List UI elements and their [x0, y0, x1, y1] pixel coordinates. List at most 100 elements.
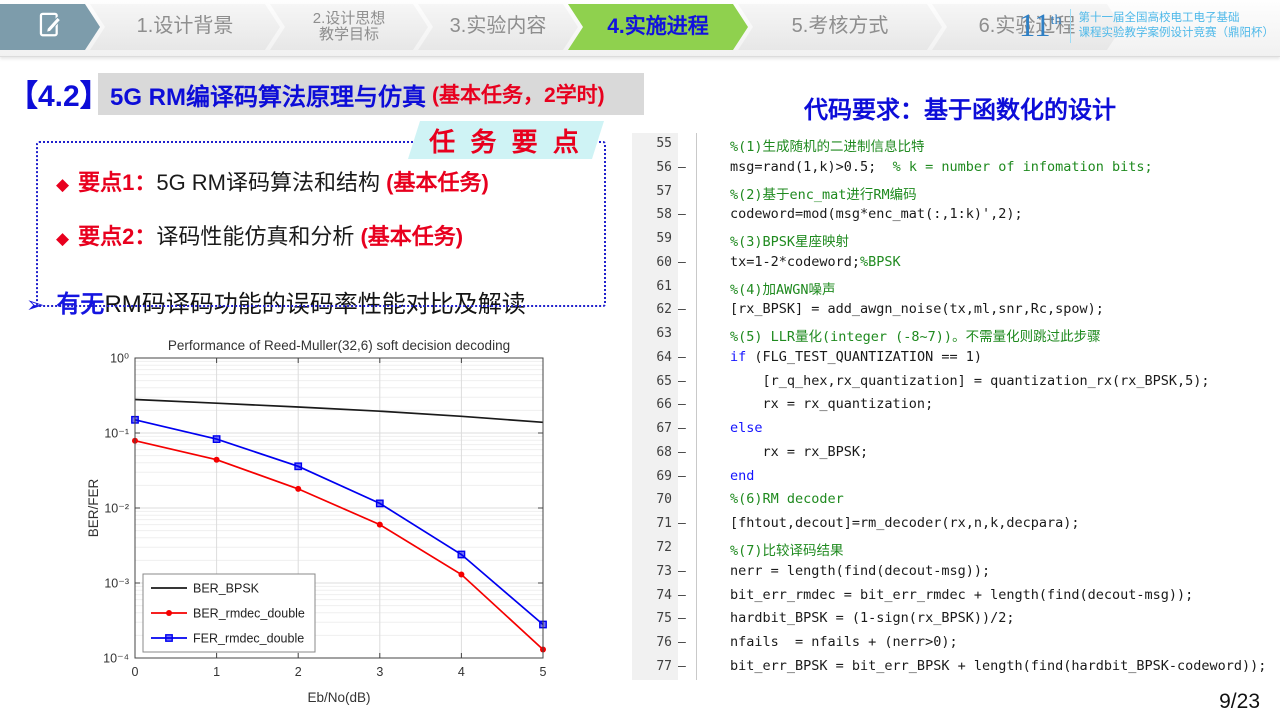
executable-line-dash: –	[678, 254, 686, 270]
code-line: 69– end	[632, 466, 1280, 490]
task-item-2: ◆ 要点2：译码性能仿真和分析 (基本任务)	[56, 219, 463, 251]
ber-fer-performance-chart: 10⁰ 10⁻¹ 10⁻² 10⁻³ 10⁻⁴ 0 1 2 3 4 5 Performance of …	[85, 336, 600, 714]
section-title-suffix: (基本任务，2学时)	[432, 84, 605, 107]
code-line: 58– codeword=mod(msg*enc_mat(:,1:k)',2);	[632, 204, 1280, 228]
code-text: bit_err_BPSK = bit_err_BPSK + length(fin…	[730, 657, 1267, 674]
executable-line-dash: –	[678, 658, 686, 674]
line-number: 67	[656, 421, 672, 437]
line-number: 70	[656, 492, 672, 508]
line-number: 74	[656, 587, 672, 603]
code-line: 77– bit_err_BPSK = bit_err_BPSK + length(…	[632, 656, 1280, 680]
svg-text:2: 2	[295, 665, 302, 679]
line-number: 71	[656, 516, 672, 532]
code-text: %(5) LLR量化(integer (-8~7))。不需量化则跳过此步骤	[730, 329, 1101, 346]
svg-text:BER_BPSK: BER_BPSK	[193, 582, 260, 596]
code-text: msg=rand(1,k)>0.5; % k = number of infom…	[730, 158, 1153, 175]
tab-implementation-process[interactable]: 4.实施进程	[568, 4, 748, 50]
line-number: 58	[656, 207, 672, 223]
executable-line-dash: –	[678, 611, 686, 627]
code-line: 75– hardbit_BPSK = (1-sign(rx_BPSK))/2;	[632, 608, 1280, 632]
line-number: 61	[656, 278, 672, 294]
svg-text:Performance of Reed-Muller(32,: Performance of Reed-Muller(32,6) soft de…	[168, 338, 510, 353]
matlab-code-panel: 55 %(1)生成随机的二进制信息比特 56– msg=rand(1,k)>0.5; …	[632, 133, 1280, 683]
code-text: bit_err_rmdec = bit_err_rmdec + length(f…	[730, 586, 1194, 603]
line-number: 69	[656, 468, 672, 484]
line-number: 62	[656, 302, 672, 318]
code-line: 76– nfails = nfails + (nerr>0);	[632, 632, 1280, 656]
code-line: 73– nerr = length(find(decout-msg));	[632, 561, 1280, 585]
code-text: %(3)BPSK星座映射	[730, 234, 850, 251]
line-number: 57	[656, 183, 672, 199]
code-text: %(7)比较译码结果	[730, 543, 844, 560]
line-number: 65	[656, 373, 672, 389]
svg-text:10⁻³: 10⁻³	[104, 577, 129, 591]
task-2-text: 译码性能仿真和分析	[156, 224, 361, 249]
code-text: else	[730, 420, 763, 437]
highlight-text: RM码译码功能的误码率性能对比及解读	[104, 291, 526, 318]
line-number: 68	[656, 444, 672, 460]
gutter-divider	[696, 133, 697, 680]
code-line: 68– rx = rx_BPSK;	[632, 442, 1280, 466]
code-lines: 55 %(1)生成随机的二进制信息比特 56– msg=rand(1,k)>0.5; …	[632, 133, 1280, 680]
code-line: 61 %(4)加AWGN噪声	[632, 276, 1280, 300]
executable-line-dash: –	[678, 159, 686, 175]
line-number: 75	[656, 611, 672, 627]
competition-name-line2: 课程实验教学案例设计竞赛（鼎阳杯）	[1078, 27, 1275, 39]
line-number: 59	[656, 231, 672, 247]
tab-assessment-method[interactable]: 5.考核方式	[738, 4, 942, 50]
diamond-bullet-icon: ◆	[56, 175, 70, 194]
executable-line-dash: –	[678, 468, 686, 484]
tab-design-background[interactable]: 1.设计背景	[90, 4, 280, 50]
code-text: rx = rx_BPSK;	[730, 443, 869, 460]
svg-text:5: 5	[540, 665, 547, 679]
badge-divider	[1069, 9, 1071, 43]
code-requirement-header: 代码要求：基于函数化的设计	[804, 97, 1116, 124]
executable-line-dash: –	[678, 349, 686, 365]
executable-line-dash: –	[678, 397, 686, 413]
svg-text:10⁻⁴: 10⁻⁴	[103, 652, 129, 666]
home-tab[interactable]	[0, 4, 100, 50]
code-text: %(4)加AWGN噪声	[730, 281, 836, 298]
svg-text:10⁰: 10⁰	[110, 352, 129, 366]
tab-design-idea[interactable]: 2.设计思想 教学目标	[270, 4, 428, 50]
code-text: tx=1-2*codeword;%BPSK	[730, 253, 901, 270]
page-number: 9/23	[1219, 690, 1260, 713]
executable-line-dash: –	[678, 207, 686, 223]
tab-experiment-procedure[interactable]: 6.实验过程	[932, 4, 1122, 50]
competition-badge: 11th 第十一届全国高校电工电子基础 课程实验教学案例设计竞赛（鼎阳杯）	[1019, 9, 1274, 43]
code-text: hardbit_BPSK = (1-sign(rx_BPSK))/2;	[730, 610, 1015, 627]
task-2-suffix: (基本任务)	[360, 224, 464, 249]
top-nav-bar: 1.设计背景 2.设计思想 教学目标 3.实验内容 4.实施进程 5.考核方式 …	[0, 0, 1280, 57]
line-number: 76	[656, 635, 672, 651]
code-line: 60– tx=1-2*codeword;%BPSK	[632, 252, 1280, 276]
notepad-pencil-icon	[37, 11, 64, 43]
code-line: 67– else	[632, 418, 1280, 442]
code-line: 56– msg=rand(1,k)>0.5; % k = number of in…	[632, 157, 1280, 181]
code-line: 71– [fhtout,decout]=rm_decoder(rx,n,k,dec…	[632, 513, 1280, 537]
line-number: 73	[656, 563, 672, 579]
code-line: 65– [r_q_hex,rx_quantization] = quantiza…	[632, 371, 1280, 395]
task-2-label: 要点2：	[78, 224, 157, 249]
svg-text:BER/FER: BER/FER	[86, 478, 101, 537]
executable-line-dash: –	[678, 444, 686, 460]
code-line: 72 %(7)比较译码结果	[632, 537, 1280, 561]
competition-name: 第十一届全国高校电工电子基础 课程实验教学案例设计竞赛（鼎阳杯）	[1079, 11, 1275, 41]
code-text: %(6)RM decoder	[730, 491, 844, 508]
code-text: %(1)生成随机的二进制信息比特	[730, 139, 925, 155]
diamond-bullet-icon: ◆	[56, 229, 70, 248]
task-1-text: 5G RM译码算法和结构	[156, 170, 387, 195]
nav-tabs: 1.设计背景 2.设计思想 教学目标 3.实验内容 4.实施进程 5.考核方式 …	[0, 4, 1122, 50]
highlight-emphasis: 有无	[56, 291, 105, 318]
code-text: if (FLG_TEST_QUANTIZATION == 1)	[730, 348, 982, 365]
executable-line-dash: –	[678, 563, 686, 579]
svg-text:0: 0	[132, 665, 139, 679]
task-1-suffix: (基本任务)	[386, 170, 489, 195]
code-line: 66– rx = rx_quantization;	[632, 394, 1280, 418]
arrow-bullet-icon: ➢	[26, 292, 45, 317]
section-title: 5G RM编译码算法原理与仿真	[110, 83, 427, 111]
line-number: 72	[656, 540, 672, 556]
tab-experiment-content[interactable]: 3.实验内容	[418, 4, 578, 50]
executable-line-dash: –	[678, 587, 686, 603]
executable-line-dash: –	[678, 516, 686, 532]
